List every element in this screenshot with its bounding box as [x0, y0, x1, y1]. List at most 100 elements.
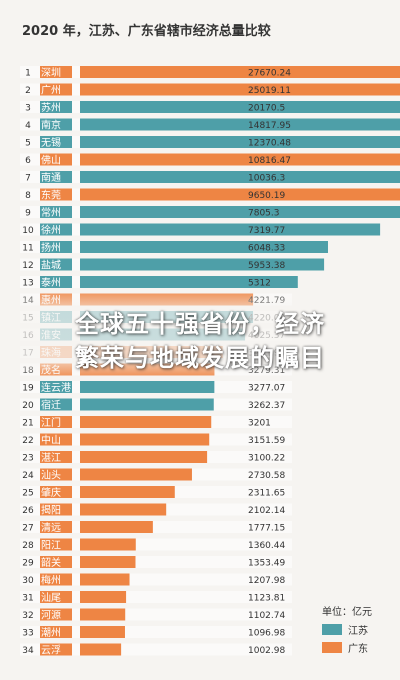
city-label: 泰州	[41, 276, 61, 289]
city-label: 汕头	[41, 470, 61, 482]
bar-23	[80, 451, 208, 463]
bar-1	[80, 66, 400, 78]
value-label: 1777.15	[248, 524, 285, 534]
city-label: 常州	[41, 206, 61, 219]
legend-swatch-guangdong	[322, 641, 342, 653]
rank-label: 1	[25, 69, 31, 79]
city-label: 深圳	[41, 67, 61, 79]
bar-25	[80, 486, 175, 498]
value-label: 1353.49	[248, 559, 285, 569]
value-label: 3201	[248, 419, 271, 429]
value-label: 27670.24	[248, 69, 291, 79]
bar-28	[80, 538, 136, 551]
bar-24	[80, 468, 192, 481]
city-label-box	[40, 608, 72, 621]
bar-32	[80, 608, 126, 621]
city-label-box	[40, 451, 72, 463]
rank-label: 22	[22, 436, 33, 446]
city-label-box	[40, 171, 72, 183]
value-label: 4221.79	[248, 296, 285, 306]
bar-19	[80, 381, 215, 393]
value-label: 9650.19	[248, 191, 285, 201]
rank-label: 29	[22, 559, 34, 569]
city-label-box	[40, 276, 72, 288]
bar-2	[80, 83, 400, 96]
rank-label: 8	[25, 191, 31, 201]
rank-label: 5	[25, 139, 31, 149]
value-label: 1360.44	[248, 541, 285, 551]
value-label: 3100.22	[248, 454, 285, 464]
bar-33	[80, 626, 125, 638]
city-label: 淮安	[41, 329, 61, 342]
value-label: 5312	[248, 279, 271, 289]
rank-label: 9	[25, 209, 31, 219]
bar-21	[80, 416, 212, 428]
rank-label: 24	[22, 471, 34, 481]
city-label-box	[40, 153, 72, 166]
bar-29	[80, 556, 136, 568]
rank-label: 17	[22, 349, 33, 359]
bar-5	[80, 136, 400, 148]
city-label-box	[40, 136, 72, 148]
value-label: 10036.3	[248, 174, 285, 184]
city-label: 珠海	[41, 346, 61, 359]
city-label: 镇江	[41, 311, 61, 324]
city-label: 盐城	[41, 259, 61, 272]
value-label: 5953.38	[248, 261, 285, 271]
bar-18	[80, 363, 215, 376]
value-label: 7319.77	[248, 226, 285, 236]
bar-7	[80, 171, 400, 183]
city-label: 中山	[41, 434, 61, 447]
value-label: 1096.98	[248, 629, 285, 639]
rank-label: 4	[25, 121, 31, 131]
city-label-box	[40, 241, 72, 253]
city-label-box	[40, 258, 72, 271]
city-label-box	[40, 223, 72, 236]
value-label: 14817.95	[248, 121, 291, 131]
legend-item-jiangsu: 江苏	[322, 622, 368, 637]
city-label: 东莞	[41, 189, 61, 202]
city-label-box	[40, 416, 72, 428]
city-label: 广州	[41, 85, 61, 97]
rank-label: 11	[22, 244, 33, 254]
rank-label: 25	[22, 489, 33, 499]
rank-label: 3	[25, 104, 31, 114]
rank-label: 18	[22, 366, 34, 376]
bar-6	[80, 153, 400, 166]
city-label-box	[40, 626, 72, 638]
value-label: 3277.07	[248, 384, 285, 394]
city-label-box	[40, 538, 72, 551]
bar-9	[80, 206, 400, 218]
rank-label: 27	[22, 524, 33, 534]
value-label: 3481.94	[248, 349, 285, 359]
city-label-box	[40, 503, 72, 516]
rank-label: 12	[22, 261, 33, 271]
bar-16	[80, 328, 246, 341]
bar-15	[80, 311, 254, 323]
city-label-box	[40, 206, 72, 218]
value-label: 1002.98	[248, 646, 285, 656]
city-label-box	[40, 521, 72, 533]
rank-label: 23	[22, 454, 33, 464]
city-label: 梅州	[41, 574, 61, 587]
rank-label: 32	[22, 611, 33, 621]
value-label: 1207.98	[248, 576, 285, 586]
city-label: 揭阳	[41, 504, 61, 517]
legend-label-jiangsu: 江苏	[348, 625, 368, 637]
city-label: 苏州	[41, 101, 61, 114]
city-label: 河源	[41, 609, 61, 622]
city-label: 南通	[41, 171, 61, 184]
city-label: 汕尾	[41, 592, 61, 604]
city-label-box	[40, 556, 72, 568]
value-label: 4025.37	[248, 331, 285, 341]
city-label: 阳江	[41, 540, 61, 552]
value-label: 25019.11	[248, 86, 291, 96]
rank-label: 28	[22, 541, 34, 551]
value-label: 7805.3	[248, 209, 280, 219]
value-label: 4220.09	[248, 314, 285, 324]
bar-4	[80, 118, 400, 131]
city-label-box	[40, 188, 72, 201]
city-label-box	[40, 66, 72, 78]
bar-10	[80, 223, 381, 236]
